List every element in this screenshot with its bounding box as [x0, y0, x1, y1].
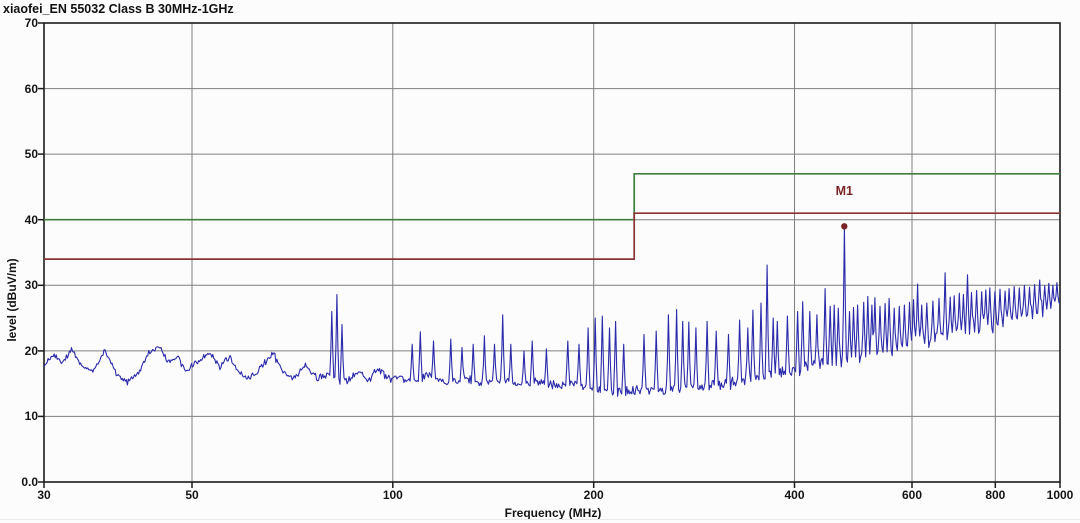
x-tick-label: 400	[784, 488, 805, 502]
y-tick-label: 10	[24, 409, 38, 424]
x-tick-label: 600	[901, 488, 922, 502]
chart-title: xiaofei_EN 55032 Class B 30MHz-1GHz	[3, 2, 234, 16]
bottom-divider	[0, 519, 1080, 520]
y-tick-label: 40	[24, 212, 38, 227]
y-tick-label: 20	[24, 343, 38, 358]
y-tick-label: 60	[24, 81, 38, 96]
limit-line-limit-average	[44, 212, 1060, 260]
y-tick-label: 70	[24, 16, 38, 30]
x-axis-label: Frequency (MHz)	[504, 506, 602, 520]
x-tick-label: 1000	[1046, 488, 1074, 502]
x-tick-label: 50	[185, 488, 199, 502]
marker-m1-label: M1	[835, 184, 853, 199]
x-tick-label: 800	[985, 488, 1006, 502]
marker-m1-dot	[841, 223, 848, 230]
y-tick-label: 0.0	[21, 475, 38, 489]
y-tick-label: 30	[24, 278, 38, 293]
x-tick-label: 30	[37, 488, 51, 502]
plot-border	[43, 22, 1061, 483]
x-tick-label: 100	[382, 488, 403, 502]
emission-trace	[43, 225, 1061, 397]
limit-line-limit-quasi-peak	[44, 172, 1060, 221]
y-tick-label: 50	[24, 147, 38, 162]
y-axis-label: level (dBuV/m)	[5, 258, 19, 342]
x-tick-label: 200	[583, 488, 604, 502]
